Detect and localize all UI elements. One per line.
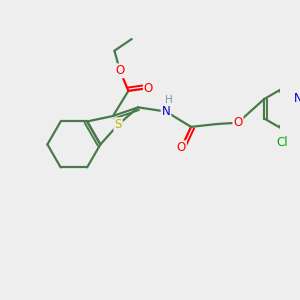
Text: S: S (114, 118, 122, 131)
Text: Cl: Cl (277, 136, 288, 149)
Text: O: O (233, 116, 242, 129)
Text: O: O (116, 64, 124, 77)
Text: H: H (165, 95, 172, 105)
Text: N: N (162, 105, 170, 118)
Text: N: N (294, 92, 300, 106)
Text: O: O (177, 141, 186, 154)
Text: O: O (144, 82, 153, 94)
